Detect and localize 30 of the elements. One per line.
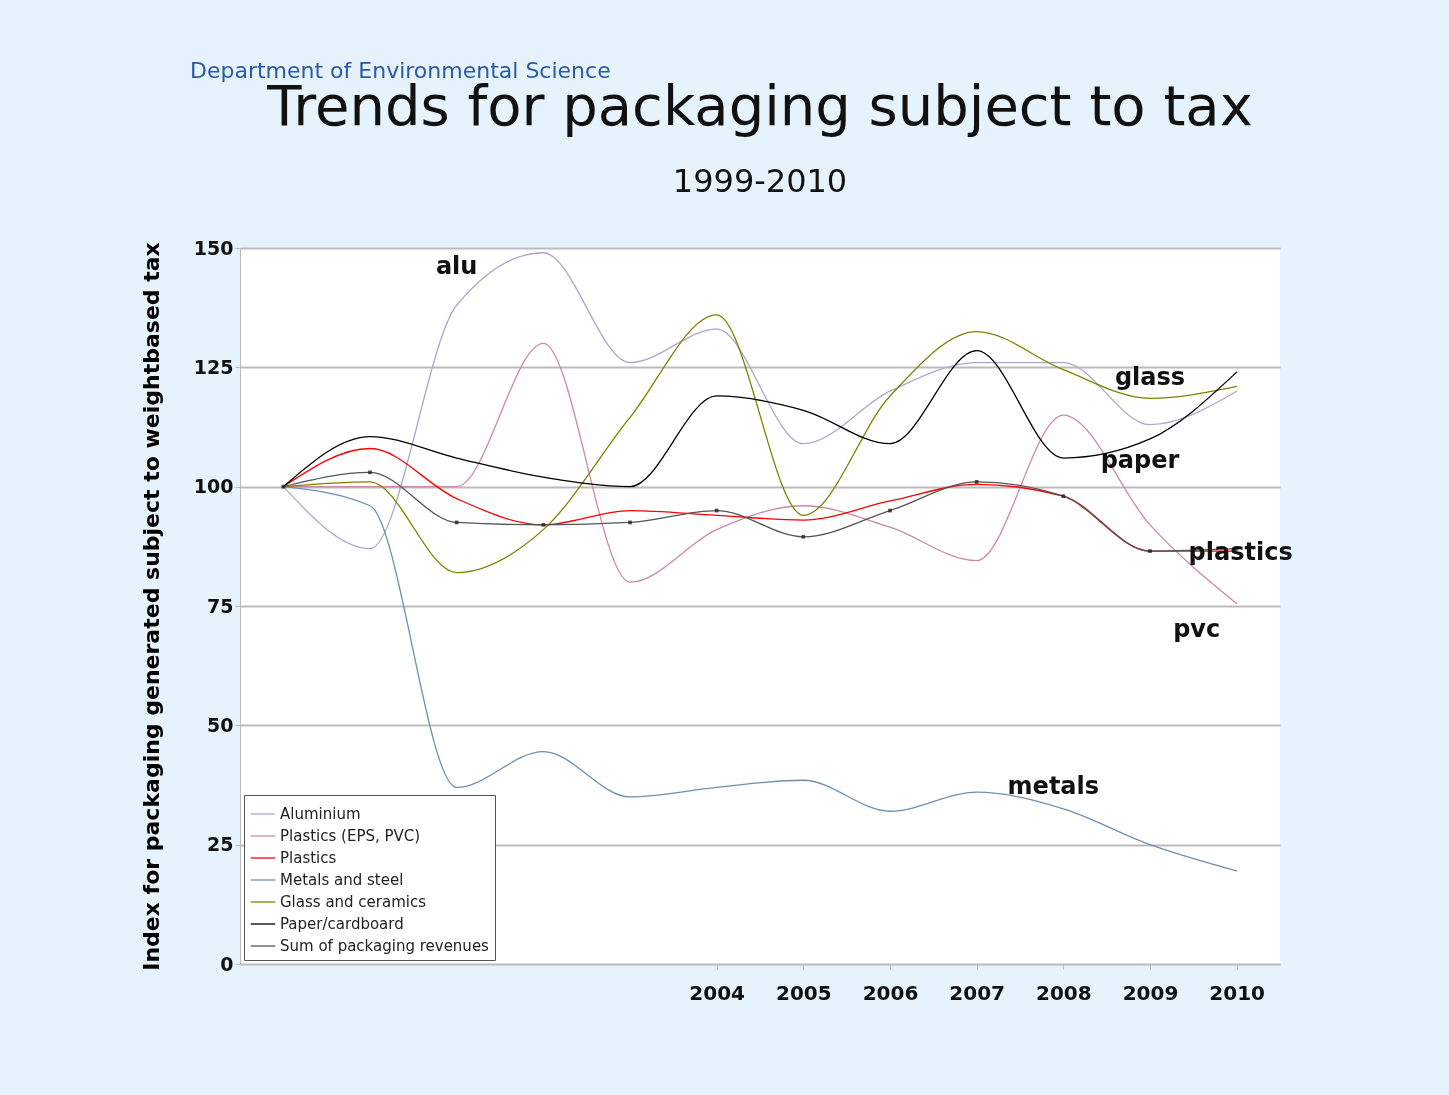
annotation: alu	[435, 252, 478, 281]
annotation: plastics	[1188, 538, 1293, 567]
y-tick-label: 75	[207, 594, 234, 617]
legend-label: Sum of packaging revenues	[280, 937, 490, 955]
chart-subtitle: 1999-2010	[672, 162, 848, 200]
x-tick-label: 2004	[689, 980, 745, 1005]
legend-label: Aluminium	[280, 805, 361, 823]
x-tick-label: 2010	[1209, 980, 1265, 1005]
x-tick-label: 2007	[949, 980, 1005, 1005]
x-tick-label: 2005	[776, 980, 832, 1005]
annotation: metals	[1007, 771, 1100, 800]
annotation: pvc	[1173, 614, 1221, 643]
line-series	[282, 349, 1238, 488]
y-tick-label: 100	[193, 475, 234, 498]
y-axis-title: Index for packaging generated subject to weightbased tax	[138, 242, 164, 971]
annotation: glass	[1114, 363, 1186, 392]
legend-label: Metals and steel	[280, 871, 404, 889]
y-tick-label: 150	[193, 236, 234, 259]
y-tick-label: 50	[207, 713, 234, 736]
y-tick-label: 25	[207, 833, 234, 856]
x-tick-label: 2008	[1036, 980, 1092, 1005]
legend-label: Plastics (EPS, PVC)	[280, 827, 421, 845]
x-tick-label: 2006	[862, 980, 919, 1005]
legend-label: Glass and ceramics	[280, 893, 427, 911]
annotation: paper	[1100, 445, 1180, 474]
x-tick-label: 2009	[1122, 980, 1179, 1005]
legend-label: Plastics	[280, 849, 337, 867]
y-tick-label: 125	[193, 355, 234, 378]
y-tick-label: 0	[220, 952, 234, 975]
legend-label: Paper/cardboard	[280, 915, 404, 933]
